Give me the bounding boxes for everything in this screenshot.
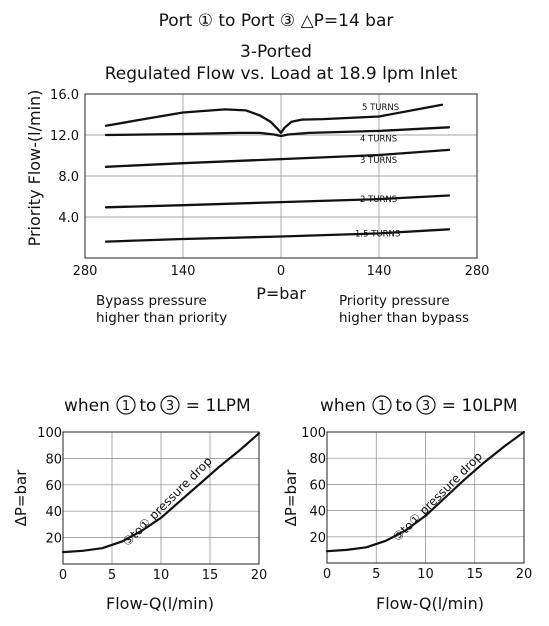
bl-x-tick-label: 10 <box>153 568 170 583</box>
top-x-tick-label: 280 <box>73 264 98 279</box>
br-x-tick-label: 10 <box>417 567 434 582</box>
br-x-tick-label: 20 <box>516 567 533 582</box>
bottom-left-y-ticks: 20 40 60 80 100 <box>37 426 62 547</box>
br-y-tick-label: 80 <box>309 452 326 467</box>
top-series-label: 1.5 TURNS <box>355 229 400 239</box>
bl-title-circle-outline <box>160 395 180 415</box>
bottom-right-x-axis-label: Flow-Q(l/min) <box>376 594 484 613</box>
bottom-left-series-group <box>61 432 261 554</box>
bl-title-circle-digit: 3 <box>166 399 174 414</box>
top-y-ticks: 4.0 8.0 12.0 16.0 <box>50 88 79 226</box>
br-y-tick-label: 40 <box>309 505 326 520</box>
bl-title-circle-digit: 1 <box>122 399 130 414</box>
bl-y-tick-label: 40 <box>45 505 62 520</box>
top-x-tick-label: 140 <box>171 264 196 279</box>
bottom-right-y-axis-label: ΔP=bar <box>282 469 300 527</box>
bl-title-circle-outline <box>116 395 136 415</box>
top-series-label: 2 TURNS <box>360 195 397 205</box>
top-series-line <box>104 103 444 135</box>
br-x-tick-label: 15 <box>466 567 483 582</box>
br-y-tick-label: 20 <box>309 531 326 546</box>
top-x-ticks: 280 140 0 140 280 <box>73 264 490 279</box>
top-series-line <box>104 194 451 209</box>
top-annotation-right-1: Priority pressure <box>339 293 450 309</box>
br-title-circle-outline <box>416 395 436 415</box>
bottom-right-annotation: ③to① pressure drop <box>390 449 485 544</box>
bottom-right-chart-title: when to = 10LPM <box>320 396 517 416</box>
top-x-tick-label: 140 <box>367 264 392 279</box>
top-annotation-left-1: Bypass pressure <box>96 293 207 309</box>
bottom-left-annotation: ③to① pressure drop <box>120 454 215 549</box>
bottom-right-grid <box>327 432 524 563</box>
figure-title: Port ① to Port ③ △P=14 bar <box>159 11 394 31</box>
top-series-line <box>104 148 451 168</box>
top-annotation-left-2: higher than priority <box>96 310 227 326</box>
top-series-labels: 1.5 TURNS 2 TURNS 3 TURNS 4 TURNS 5 TURNS <box>355 103 400 240</box>
top-annotation-right-2: higher than bypass <box>339 310 469 326</box>
br-x-tick-label: 5 <box>372 567 380 582</box>
br-x-tick-label: 0 <box>323 567 331 582</box>
br-y-tick-label: 60 <box>309 478 326 493</box>
top-y-tick-label: 8.0 <box>58 170 79 185</box>
top-series-label: 5 TURNS <box>362 103 399 113</box>
top-plot-frame <box>84 93 478 259</box>
top-chart: 4.0 8.0 12.0 16.0 280 140 0 140 280 1.5 TURNS 2 … <box>25 88 489 326</box>
bottom-left-y-axis-label: ΔP=bar <box>12 469 30 527</box>
bl-x-tick-label: 20 <box>251 568 268 583</box>
bl-x-tick-label: 15 <box>202 568 219 583</box>
bl-x-tick-label: 0 <box>59 568 67 583</box>
br-title-circle-digit: 3 <box>422 399 430 414</box>
figure-subtitle-2: Regulated Flow vs. Load at 18.9 lpm Inle… <box>105 64 458 84</box>
br-series-line <box>325 430 526 553</box>
br-title-circle-digit: 1 <box>378 399 386 414</box>
bottom-left-x-ticks: 0 5 10 15 20 <box>59 568 267 583</box>
bottom-right-y-ticks: 20 40 60 80 100 <box>301 426 326 546</box>
top-series-group <box>104 103 451 243</box>
top-series-line <box>104 228 451 243</box>
bl-series-line <box>61 432 261 554</box>
bottom-left-chart-title: when to = 1LPM <box>64 396 251 416</box>
bottom-left-plot-frame <box>62 431 260 565</box>
bl-y-tick-label: 60 <box>45 479 62 494</box>
bl-y-tick-label: 20 <box>45 532 62 547</box>
top-y-tick-label: 16.0 <box>50 88 79 103</box>
top-y-axis-label: Priority Flow-(l/min) <box>25 90 44 247</box>
bl-y-tick-label: 80 <box>45 452 62 467</box>
top-y-tick-label: 4.0 <box>58 211 79 226</box>
top-series-label: 4 TURNS <box>360 135 397 145</box>
bottom-right-x-ticks: 0 5 10 15 20 <box>323 567 532 582</box>
top-x-axis-label: P=bar <box>256 284 306 303</box>
top-x-tick-label: 0 <box>277 264 285 279</box>
bottom-right-plot-frame <box>326 431 525 564</box>
top-y-tick-label: 12.0 <box>50 129 79 144</box>
top-series-label: 3 TURNS <box>360 156 397 166</box>
br-title-circle-outline <box>372 395 392 415</box>
top-x-tick-label: 280 <box>465 264 490 279</box>
top-series-line <box>104 126 451 138</box>
bl-x-tick-label: 5 <box>108 568 116 583</box>
figure-subtitle-1: 3-Ported <box>240 42 312 62</box>
bl-y-tick-label: 100 <box>37 426 62 441</box>
br-y-tick-label: 100 <box>301 426 326 441</box>
bottom-left-grid <box>63 432 259 564</box>
bottom-right-series-group <box>325 430 526 553</box>
bottom-left-x-axis-label: Flow-Q(l/min) <box>106 594 214 613</box>
